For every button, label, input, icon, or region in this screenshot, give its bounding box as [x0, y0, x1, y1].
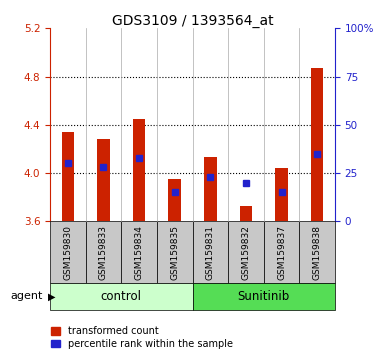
Text: GSM159830: GSM159830 [64, 225, 72, 280]
Bar [240, 206, 252, 221]
Text: agent: agent [10, 291, 42, 302]
Text: GSM159837: GSM159837 [277, 225, 286, 280]
Bar [62, 132, 74, 221]
Text: control: control [101, 290, 142, 303]
Bar [133, 119, 145, 221]
Text: GSM159832: GSM159832 [241, 225, 250, 280]
Text: GSM159835: GSM159835 [170, 225, 179, 280]
Text: GSM159831: GSM159831 [206, 225, 215, 280]
Bar [169, 179, 181, 221]
Bar [97, 139, 110, 221]
Text: GSM159838: GSM159838 [313, 225, 321, 280]
Legend: transformed count, percentile rank within the sample: transformed count, percentile rank withi… [51, 326, 233, 349]
Bar [204, 157, 216, 221]
Text: ▶: ▶ [48, 291, 55, 302]
Bar [311, 68, 323, 221]
Text: GSM159834: GSM159834 [135, 225, 144, 280]
Text: Sunitinib: Sunitinib [238, 290, 290, 303]
Text: GDS3109 / 1393564_at: GDS3109 / 1393564_at [112, 14, 273, 28]
Text: GSM159833: GSM159833 [99, 225, 108, 280]
Bar [275, 168, 288, 221]
